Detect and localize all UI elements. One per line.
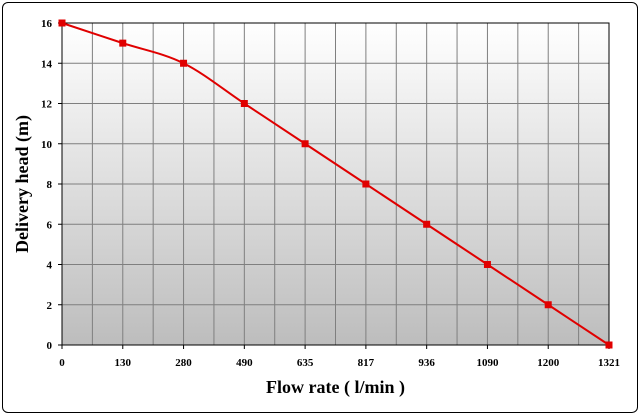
data-point-marker [119,39,127,47]
x-tick-label: 1200 [537,357,560,369]
x-tick-label: 1090 [476,357,499,369]
data-point-marker [544,301,552,309]
y-tick-labels: 0 2 4 6 8 10 12 14 16 [41,18,53,352]
y-tick-label: 8 [47,179,53,191]
x-tick-labels: 0 130 280 490 635 817 936 1090 1200 1321 [59,357,620,369]
x-tick-label: 817 [358,357,375,369]
x-tick-label: 936 [418,357,435,369]
data-point-marker [362,180,370,188]
y-tick-label: 2 [47,300,53,312]
x-axis-title: Flow rate ( l/min ) [266,377,405,398]
y-tick-label: 0 [47,340,53,352]
gridlines [62,22,609,346]
y-tick-label: 6 [47,219,53,231]
y-tick-label: 16 [41,18,53,30]
x-tick-label: 1321 [598,357,620,369]
x-tick-label: 635 [297,357,314,369]
plot-border [61,22,610,346]
data-point-marker [58,19,66,27]
x-tick-label: 280 [175,357,192,369]
y-tick-label: 4 [47,260,53,272]
data-point-marker [301,140,309,148]
series-line [61,22,610,346]
data-point-marker [605,341,613,349]
x-tick-label: 130 [115,357,132,369]
axes [58,22,610,349]
data-point-marker [240,100,248,107]
series-layer [58,19,613,349]
y-tick-label: 12 [41,99,53,111]
data-point-marker [483,261,491,268]
data-point-marker [180,59,188,67]
y-tick-label: 14 [41,58,53,70]
x-tick-label: 490 [236,357,253,369]
data-point-marker [423,220,431,228]
y-tick-label: 10 [41,139,53,151]
y-axis-title: Delivery head (m) [12,115,33,253]
x-tick-label: 0 [59,357,65,369]
